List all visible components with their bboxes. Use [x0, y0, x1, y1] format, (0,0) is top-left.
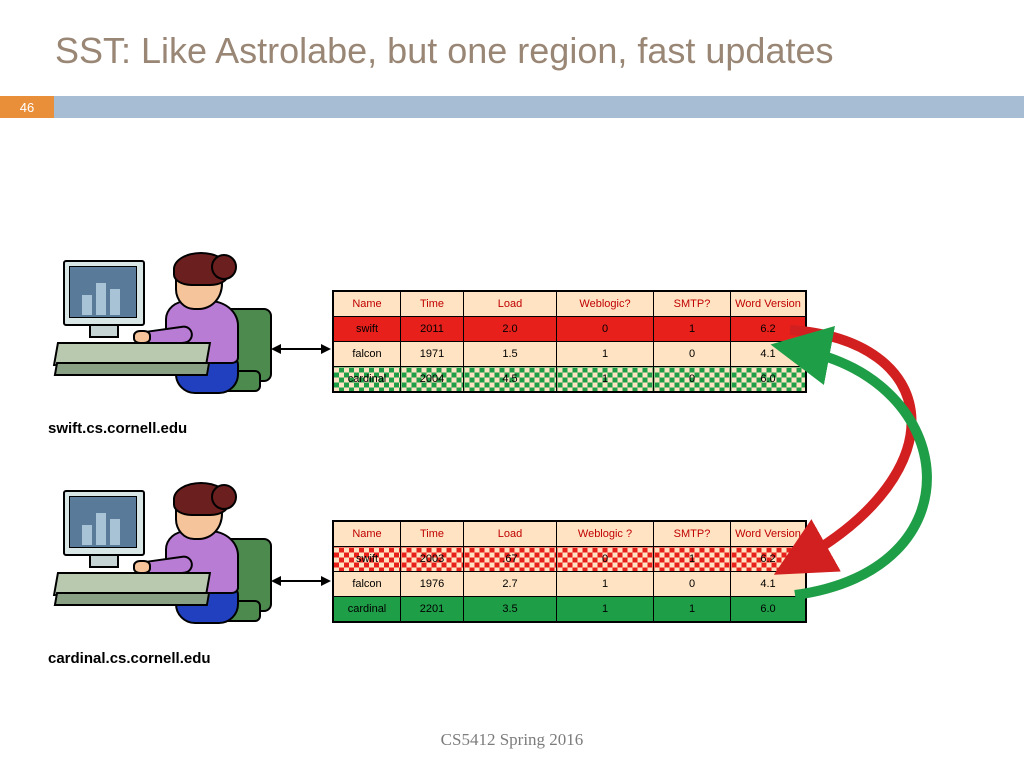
- cell-word: 4.1: [731, 342, 807, 367]
- cell-word: 4.1: [731, 572, 807, 597]
- table-row: cardinal20044.5106.0: [333, 367, 806, 393]
- cell-smtp: 1: [654, 547, 731, 572]
- col-weblogic: Weblogic ?: [557, 521, 654, 547]
- cell-name: falcon: [333, 572, 401, 597]
- cell-word: 6.2: [731, 547, 807, 572]
- cell-time: 1976: [401, 572, 464, 597]
- cell-time: 2004: [401, 367, 464, 393]
- cell-load: 3.5: [464, 597, 557, 623]
- col-time: Time: [401, 291, 464, 317]
- col-name: Name: [333, 521, 401, 547]
- cell-weblogic: 1: [557, 342, 654, 367]
- slide-number-badge: 46: [0, 96, 54, 118]
- host-bottom-label: cardinal.cs.cornell.edu: [48, 650, 211, 667]
- col-smtp: SMTP?: [654, 291, 731, 317]
- cell-smtp: 1: [654, 597, 731, 623]
- slide-footer: CS5412 Spring 2016: [0, 730, 1024, 750]
- col-word: Word Version: [731, 521, 807, 547]
- cell-load: 1.5: [464, 342, 557, 367]
- link-arrow-top-icon: [273, 348, 329, 350]
- header-bar: 46: [0, 96, 1024, 118]
- computer-user-bottom-icon: [55, 480, 275, 650]
- host-top-label: swift.cs.cornell.edu: [48, 420, 187, 437]
- cell-load: 2.0: [464, 317, 557, 342]
- cell-name: cardinal: [333, 367, 401, 393]
- col-time: Time: [401, 521, 464, 547]
- state-table-bottom: Name Time Load Weblogic ? SMTP? Word Ver…: [332, 520, 807, 623]
- table-header-row: Name Time Load Weblogic ? SMTP? Word Ver…: [333, 521, 806, 547]
- cell-name: falcon: [333, 342, 401, 367]
- col-load: Load: [464, 291, 557, 317]
- cell-weblogic: 1: [557, 597, 654, 623]
- cell-word: 6.2: [731, 317, 807, 342]
- state-table-top: Name Time Load Weblogic? SMTP? Word Vers…: [332, 290, 807, 393]
- table-row: swift20112.0016.2: [333, 317, 806, 342]
- slide-title: SST: Like Astrolabe, but one region, fas…: [55, 30, 834, 72]
- cell-time: 2003: [401, 547, 464, 572]
- cell-smtp: 0: [654, 367, 731, 393]
- cell-weblogic: 0: [557, 547, 654, 572]
- cell-smtp: 0: [654, 572, 731, 597]
- col-load: Load: [464, 521, 557, 547]
- table-row: falcon19762.7104.1: [333, 572, 806, 597]
- cell-weblogic: 0: [557, 317, 654, 342]
- table-header-row: Name Time Load Weblogic? SMTP? Word Vers…: [333, 291, 806, 317]
- cell-load: 2.7: [464, 572, 557, 597]
- col-weblogic: Weblogic?: [557, 291, 654, 317]
- col-smtp: SMTP?: [654, 521, 731, 547]
- col-name: Name: [333, 291, 401, 317]
- cell-name: cardinal: [333, 597, 401, 623]
- table-row: cardinal22013.5116.0: [333, 597, 806, 623]
- cell-time: 1971: [401, 342, 464, 367]
- cell-load: .67: [464, 547, 557, 572]
- cell-smtp: 1: [654, 317, 731, 342]
- cell-weblogic: 1: [557, 367, 654, 393]
- cell-smtp: 0: [654, 342, 731, 367]
- link-arrow-bottom-icon: [273, 580, 329, 582]
- cell-name: swift: [333, 317, 401, 342]
- cell-time: 2011: [401, 317, 464, 342]
- cell-time: 2201: [401, 597, 464, 623]
- header-bar-fill: [54, 96, 1024, 118]
- table-row: falcon19711.5104.1: [333, 342, 806, 367]
- arrow-red-icon: [790, 330, 912, 560]
- computer-user-top-icon: [55, 250, 275, 420]
- table-row: swift2003.67016.2: [333, 547, 806, 572]
- col-word: Word Version: [731, 291, 807, 317]
- cell-weblogic: 1: [557, 572, 654, 597]
- cell-word: 6.0: [731, 367, 807, 393]
- cell-name: swift: [333, 547, 401, 572]
- arrow-green-icon: [795, 350, 927, 595]
- cell-load: 4.5: [464, 367, 557, 393]
- cell-word: 6.0: [731, 597, 807, 623]
